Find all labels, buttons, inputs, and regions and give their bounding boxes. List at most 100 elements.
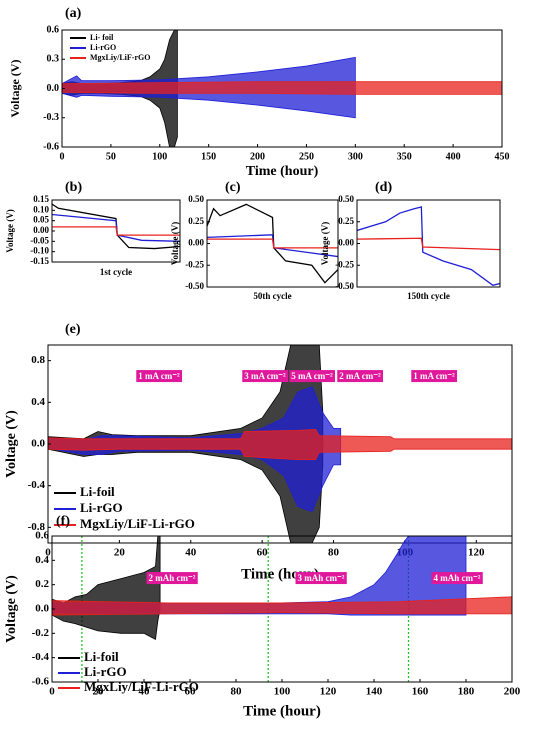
annotation: 1 mA cm⁻² [138, 371, 180, 381]
panel-label: (d) [375, 180, 392, 195]
y-tick-label: -0.50 [185, 281, 204, 291]
x-tick-label: 20 [114, 547, 126, 559]
plot-area [207, 203, 338, 284]
y-axis-title: Voltage (V) [4, 575, 19, 643]
legend-label: Li-foil [84, 649, 119, 664]
voltage-band [52, 596, 512, 616]
voltage-band [62, 81, 502, 95]
panel-label: (f) [56, 514, 70, 529]
x-tick-label: 140 [366, 686, 383, 698]
legend-label: MgxLiy/LiF-Li-rGO [80, 516, 195, 531]
voltage-band [52, 536, 161, 641]
legend-label: Li-rGO [80, 500, 123, 515]
x-axis-title: Time (hour) [246, 164, 319, 179]
y-tick-label: 0.0 [47, 83, 60, 94]
y-tick-label: 0.6 [47, 24, 60, 35]
plot-area [52, 536, 512, 682]
x-tick-label: 100 [152, 151, 167, 162]
y-tick-label: 0.0 [35, 603, 49, 615]
annotation: 4 mAh cm⁻² [434, 573, 481, 583]
y-tick-label: -0.2 [32, 627, 50, 639]
annotation-box [411, 370, 458, 383]
x-tick-label: 80 [328, 547, 340, 559]
legend-label: Li-rGO [90, 43, 116, 52]
y-axis-title: Voltage (V) [320, 222, 330, 265]
axes-frame [356, 199, 501, 288]
y-tick-label: -0.25 [335, 259, 354, 269]
x-tick-label: 0 [45, 547, 51, 559]
y-tick-label: 0.8 [31, 354, 45, 366]
y-tick-label: 0.00 [338, 238, 354, 248]
x-tick-label: 40 [185, 547, 197, 559]
y-tick-label: -0.50 [335, 281, 354, 291]
voltage-line [207, 234, 338, 258]
voltage-line [357, 206, 500, 286]
x-tick-label: 0 [60, 151, 65, 162]
voltage-band [52, 536, 467, 616]
annotation: 3 mAh cm⁻² [298, 573, 345, 583]
x-tick-label: 0 [49, 686, 55, 698]
legend-label: Li-rGO [84, 664, 127, 679]
y-tick-label: 0.50 [188, 194, 204, 204]
x-tick-label: 40 [139, 686, 151, 698]
plot-area [52, 203, 180, 250]
y-tick-label: 0.10 [33, 204, 49, 214]
panel: 0.60.40.20.0-0.2-0.4-0.60 20 40 60 80 100 120 1… [4, 514, 521, 719]
x-axis-title: 1st cycle [100, 267, 132, 277]
y-tick-label: -0.4 [32, 651, 50, 663]
y-axis-title: Voltage (V) [4, 410, 19, 478]
panel-label: (c) [225, 180, 241, 195]
x-tick-label: 200 [250, 151, 265, 162]
y-tick-label: 0.50 [338, 194, 354, 204]
y-tick-label: -0.4 [28, 479, 46, 491]
x-tick-label: 250 [299, 151, 314, 162]
panel: 0.80.40.0-0.4-0.8020406080100120(e)Time … [4, 322, 513, 582]
x-tick-label: 200 [504, 686, 521, 698]
legend-label: Li-foil [80, 484, 115, 499]
annotation-box [289, 370, 336, 383]
annotation-box [136, 370, 183, 383]
x-tick-label: 300 [348, 151, 363, 162]
y-axis-title: Voltage (V) [8, 60, 22, 118]
plot-area [62, 30, 502, 147]
legend-label: MgxLiy/LiF-rGO [90, 53, 150, 62]
y-tick-label: 0.4 [35, 554, 49, 566]
y-tick-label: -0.15 [30, 256, 49, 266]
y-tick-label: -0.25 [185, 259, 204, 269]
voltage-line [207, 238, 338, 249]
y-tick-label: -0.6 [43, 141, 59, 152]
x-axis-title: 150th cycle [407, 291, 450, 301]
x-tick-label: 180 [458, 686, 475, 698]
panel-label: (b) [65, 180, 82, 195]
y-tick-label: 0.05 [33, 215, 49, 225]
y-axis-title: Voltage (V) [5, 209, 15, 252]
x-tick-label: 150 [201, 151, 216, 162]
panel: 0.50 0.25 0.00 -0.25 -0.50 (d) 150th cycle Volt… [320, 180, 501, 301]
legend-label: MgxLiy/LiF-Li-rGO [84, 679, 199, 694]
y-tick-label: 0.2 [35, 578, 49, 590]
x-tick-label: 160 [412, 686, 429, 698]
y-tick-label: 0.6 [35, 530, 49, 542]
y-tick-label: -0.6 [32, 676, 50, 688]
voltage-band [48, 428, 512, 461]
x-tick-label: 120 [468, 547, 485, 559]
x-tick-label: 100 [274, 686, 291, 698]
y-tick-label: -0.3 [43, 112, 59, 123]
annotation: 1 mA cm⁻² [413, 371, 455, 381]
annotation: 2 mAh cm⁻² [149, 573, 196, 583]
x-tick-label: 60 [257, 547, 269, 559]
y-tick-label: -0.05 [30, 235, 49, 245]
y-tick-label: 0.15 [33, 194, 49, 204]
y-tick-label: 0.0 [31, 438, 45, 450]
voltage-line [207, 203, 338, 284]
annotation-box [146, 572, 198, 585]
y-tick-label: 0.3 [47, 54, 60, 65]
y-tick-label: 0.00 [33, 225, 49, 235]
panel: 0.50 0.25 0.00 -0.25 -0.50 (c) 50th cycle Volta… [170, 180, 339, 301]
x-tick-label: 50 [106, 151, 116, 162]
x-tick-label: 120 [320, 686, 337, 698]
annotation: 3 mA cm⁻² [244, 371, 286, 381]
y-axis-title: Voltage (V) [170, 222, 180, 265]
